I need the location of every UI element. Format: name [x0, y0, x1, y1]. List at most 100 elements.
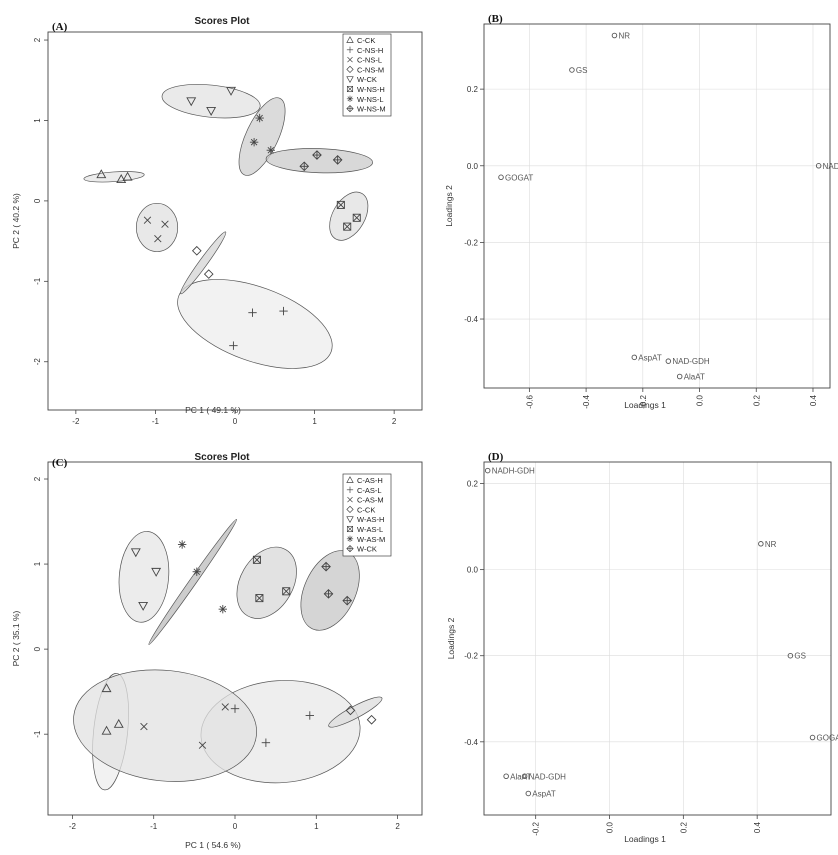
- legend-marker-c-ns-m: [346, 65, 354, 74]
- point-w-as-m: [177, 540, 187, 549]
- x-tick-label: -1: [150, 822, 158, 831]
- marker-shape: [343, 222, 352, 231]
- point-nadh-gdh: [815, 163, 822, 169]
- marker-shape: [282, 587, 291, 596]
- point-label-gs: GS: [794, 652, 806, 661]
- x-tick-label: -0.2: [639, 394, 648, 408]
- marker-shape: [346, 505, 354, 514]
- legend-marker-w-ck: [346, 544, 354, 553]
- point-c-as-l: [261, 738, 271, 747]
- marker-shape: [346, 516, 354, 524]
- marker-shape: [347, 496, 353, 503]
- marker-shape: [178, 541, 186, 548]
- legend-marker-w-ns-m: [346, 104, 354, 113]
- point-aspat: [631, 354, 638, 361]
- x-tick-label: 2: [395, 822, 400, 831]
- y-axis-label: Loadings 2: [444, 185, 454, 227]
- marker-shape: [161, 220, 169, 228]
- x-axis-label: Loadings 1: [624, 834, 666, 844]
- marker-shape: [219, 605, 227, 613]
- marker-shape: [96, 169, 107, 179]
- plot-frame: [483, 461, 832, 816]
- marker-shape: [113, 718, 124, 728]
- panel-letter: (C): [52, 457, 68, 469]
- marker-shape: [206, 107, 217, 116]
- x-tick-label: -0.4: [582, 394, 591, 408]
- marker-shape: [250, 138, 258, 146]
- panel-letter: (A): [52, 21, 68, 33]
- legend-label-w-ns-m: W-NS-M: [357, 105, 386, 114]
- marker-shape: [186, 97, 197, 107]
- point-w-as-h: [130, 548, 141, 558]
- marker-shape: [352, 213, 361, 222]
- point-w-as-h: [138, 601, 149, 611]
- legend-marker-c-as-m: [347, 496, 353, 503]
- panel-a: -2 -1 0 1 2 -2 -1 0 1 2 PC 1 ( 49.1 %) PC 2 ( 40.2 …: [11, 16, 423, 426]
- marker-shape: [345, 705, 356, 716]
- legend-marker-w-ck: [346, 76, 354, 84]
- panel-c: -2 -1 0 1 2 -1 0 1 2 PC 1 ( 54.6 %) PC 2 ( 35.1 %)…: [11, 452, 423, 850]
- x-axis-label: Loadings 1: [624, 400, 666, 410]
- y-tick-label: -0.2: [464, 652, 478, 661]
- marker-shape: [101, 683, 112, 693]
- point-c-as-l: [305, 711, 314, 720]
- marker-shape: [346, 476, 354, 483]
- marker-shape: [336, 201, 345, 209]
- marker-shape: [267, 146, 275, 154]
- y-tick-label: 1: [33, 118, 42, 123]
- legend-box: [342, 473, 392, 557]
- marker-shape: [366, 714, 377, 725]
- legend-marker-c-ns-l: [347, 56, 353, 63]
- y-tick-label: 0.2: [467, 480, 479, 489]
- point-nad-gdh: [521, 773, 528, 780]
- y-tick-label: 0.0: [467, 162, 479, 171]
- point-w-ck: [206, 107, 217, 116]
- x-tick-label: -2: [69, 822, 77, 831]
- legend-marker-w-as-m: [346, 535, 354, 542]
- y-tick-label: 2: [33, 476, 42, 481]
- legend: C-CKC-NS-HC-NS-LC-NS-MW-CKW-NS-HW-NS-LW-…: [342, 33, 392, 117]
- chart-title: Scores Plot: [194, 16, 250, 27]
- point-w-ns-h: [336, 200, 345, 209]
- legend-label-c-as-l: C-AS-L: [357, 486, 382, 495]
- legend-marker-w-as-l: [346, 525, 354, 533]
- x-tick-label: 0.4: [809, 394, 818, 406]
- point-label-alaat: AlaAT: [684, 373, 705, 382]
- y-axis-label: PC 2 ( 35.1 %): [11, 610, 21, 666]
- legend-label-w-ck: W-CK: [357, 545, 377, 554]
- point-label-nr: NR: [765, 540, 777, 549]
- marker-shape: [143, 216, 152, 224]
- point-c-as-m: [198, 741, 207, 749]
- point-w-ns-m: [299, 161, 310, 172]
- legend-marker-c-as-l: [346, 486, 354, 493]
- ellipse-w-ns-l: [238, 97, 286, 176]
- point-w-ns-l: [266, 146, 276, 155]
- panel-letter: (B): [488, 13, 503, 25]
- legend-marker-w-ns-h: [346, 85, 354, 93]
- point-c-ns-m: [203, 269, 214, 279]
- legend-label-w-ns-l: W-NS-L: [357, 95, 384, 104]
- marker-shape: [138, 601, 149, 611]
- legend-label-c-ns-l: C-NS-L: [357, 56, 382, 65]
- y-tick-label: -0.4: [464, 738, 478, 747]
- marker-shape: [252, 555, 261, 564]
- point-label-nadh-gdh: NADH-GDH: [492, 467, 535, 476]
- point-label-gogat: GOGAT: [505, 173, 533, 182]
- x-tick-label: 2: [392, 417, 397, 426]
- marker-shape: [343, 222, 352, 231]
- point-w-as-m: [218, 604, 228, 614]
- legend-label-c-ck: C-CK: [357, 505, 375, 514]
- x-tick-label: -2: [72, 417, 80, 426]
- marker-shape: [347, 536, 353, 542]
- legend-label-c-as-m: C-AS-M: [357, 496, 384, 505]
- point-c-ck: [122, 171, 133, 181]
- y-tick-label: 0.2: [467, 85, 479, 94]
- marker-shape: [346, 85, 354, 93]
- legend-box: [342, 33, 392, 117]
- y-tick-label: -0.2: [464, 238, 478, 247]
- point-c-ck: [366, 714, 377, 725]
- point-c-ns-l: [154, 235, 162, 243]
- point-c-ns-l: [143, 216, 152, 224]
- x-tick-label: 1: [312, 417, 317, 426]
